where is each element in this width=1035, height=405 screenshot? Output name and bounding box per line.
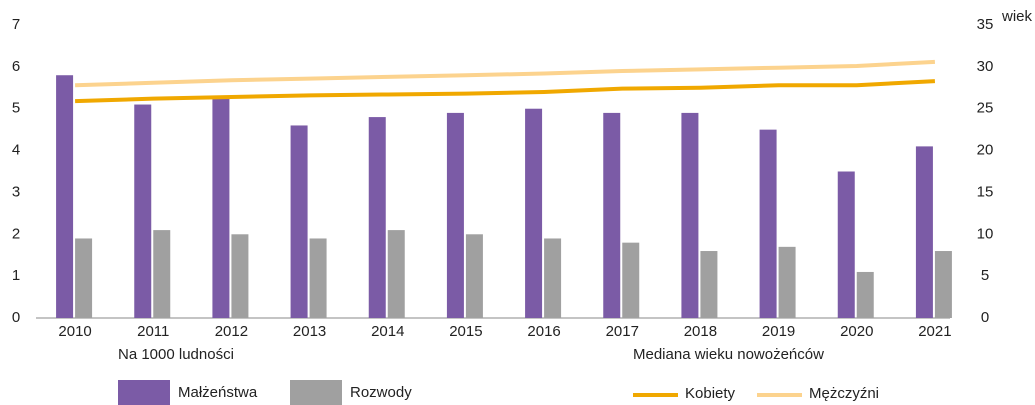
bar: [387, 230, 405, 318]
bar: [212, 96, 230, 319]
legend-group-title: Mediana wieku nowożeńców: [633, 346, 824, 363]
bar: [544, 238, 562, 318]
bar: [56, 75, 74, 318]
y2-tick-label: 20: [977, 142, 994, 159]
bar: [915, 146, 933, 318]
legend-group-title: Na 1000 ludności: [118, 346, 234, 363]
bar: [153, 230, 171, 318]
line: [75, 79, 936, 104]
y2-tick-label: 25: [977, 100, 994, 117]
y-tick-label: 1: [12, 267, 20, 284]
x-tick-label: 2020: [840, 323, 873, 340]
bar: [75, 238, 93, 318]
x-tick-label: 2013: [293, 323, 326, 340]
legend-label: Kobiety: [685, 385, 736, 402]
bar: [856, 271, 874, 318]
y-tick-label: 0: [12, 309, 20, 326]
x-tick-label: 2016: [527, 323, 560, 340]
bar: [368, 117, 386, 318]
bar: [309, 238, 327, 318]
bar: [465, 234, 483, 318]
y2-tick-label: 15: [977, 183, 994, 200]
y-tick-label: 6: [12, 58, 20, 75]
bar: [778, 246, 796, 318]
bar: [446, 112, 464, 319]
bar: [290, 125, 308, 318]
x-tick-label: 2021: [918, 323, 951, 340]
y-tick-label: 7: [12, 16, 20, 33]
y-tick-label: 3: [12, 183, 20, 200]
y-tick-label: 2: [12, 225, 20, 242]
y2-tick-label: 10: [977, 225, 994, 242]
x-tick-label: 2011: [137, 323, 169, 340]
line: [75, 59, 936, 88]
y2-tick-label: 5: [981, 267, 989, 284]
y-tick-label: 5: [12, 100, 20, 117]
x-tick-label: 2014: [371, 323, 404, 340]
bar: [700, 251, 718, 318]
x-tick-label: 2012: [215, 323, 248, 340]
bar: [134, 104, 152, 319]
legend-swatch: [118, 380, 170, 405]
y2-tick-label: 30: [977, 58, 994, 75]
x-tick-label: 2015: [449, 323, 482, 340]
bar: [525, 108, 543, 318]
x-tick-label: 2017: [606, 323, 639, 340]
y2-tick-label: 0: [981, 309, 989, 326]
y-tick-label: 4: [12, 142, 20, 159]
bar: [622, 242, 640, 318]
bar: [231, 234, 249, 318]
legend-label: Mężczyźni: [809, 385, 879, 402]
legend-label: Małżeństwa: [178, 384, 258, 401]
bar: [934, 251, 952, 318]
bar: [681, 112, 699, 319]
legend-label: Rozwody: [350, 384, 412, 401]
bar: [603, 112, 621, 319]
bar: [759, 129, 777, 318]
bar: [837, 171, 855, 318]
y2-tick-label: 35: [977, 16, 994, 33]
legend-swatch: [290, 380, 342, 405]
y2-axis-label: wiek: [1001, 8, 1033, 25]
x-tick-label: 2019: [762, 323, 795, 340]
x-tick-label: 2018: [684, 323, 717, 340]
x-tick-label: 2010: [58, 323, 91, 340]
